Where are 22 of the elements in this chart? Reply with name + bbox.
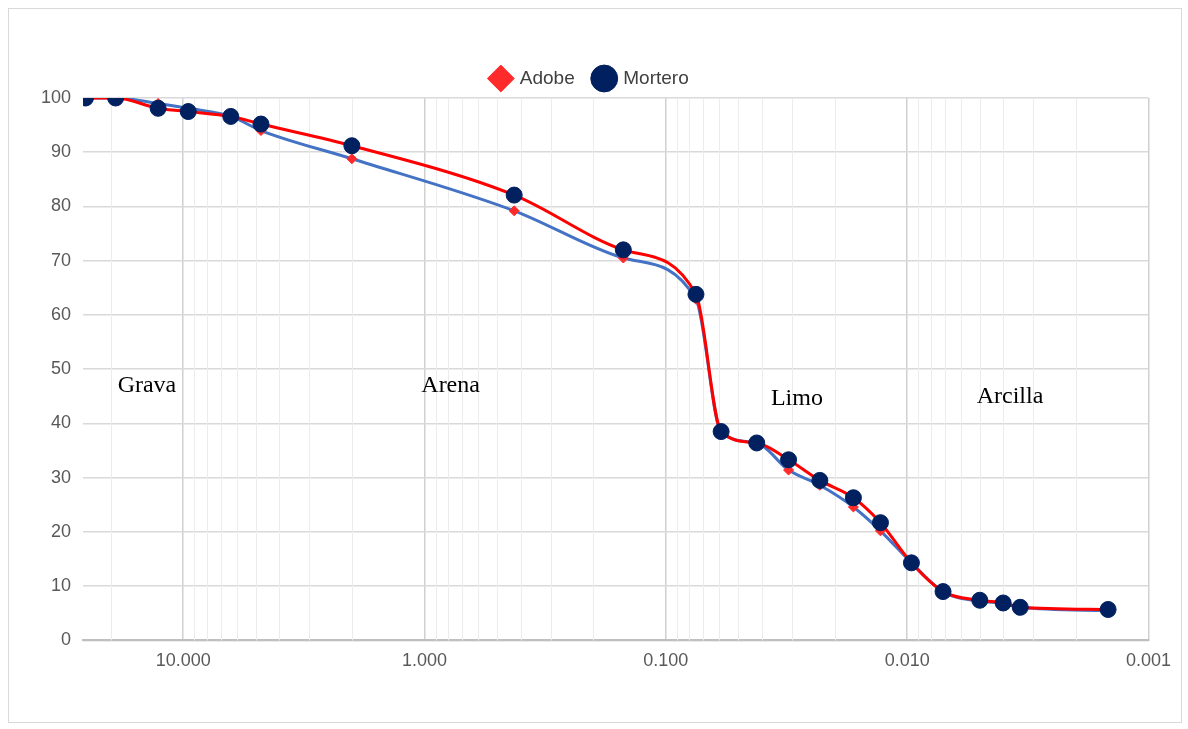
y-tick-label: 80: [51, 195, 72, 216]
y-tick-label: 90: [51, 141, 72, 162]
y-tick-label: 30: [51, 466, 72, 487]
y-tick-label: 0: [61, 629, 72, 650]
x-tick-label: 0.100: [643, 650, 689, 671]
y-tick-label: 10: [51, 575, 72, 596]
y-tick-label: 70: [51, 249, 72, 270]
legend-label: Mortero: [623, 66, 689, 88]
y-tick-label: 60: [51, 303, 72, 324]
x-tick-label: 1.000: [401, 650, 448, 671]
x-tick-label: 0.010: [884, 650, 930, 671]
annotation: Grava: [117, 370, 177, 397]
annotation: Arcilla: [976, 381, 1044, 408]
y-tick-label: 40: [51, 412, 72, 433]
y-tick-label: 20: [51, 520, 72, 541]
x-tick-label: 10.000: [155, 650, 211, 671]
annotation: Limo: [770, 384, 823, 411]
y-tick-label: 100: [40, 86, 72, 107]
x-tick-label: 0.001: [1125, 650, 1171, 671]
annotation: Arena: [421, 370, 481, 397]
y-tick-label: 50: [51, 358, 72, 379]
legend-label: Adobe: [519, 66, 575, 88]
